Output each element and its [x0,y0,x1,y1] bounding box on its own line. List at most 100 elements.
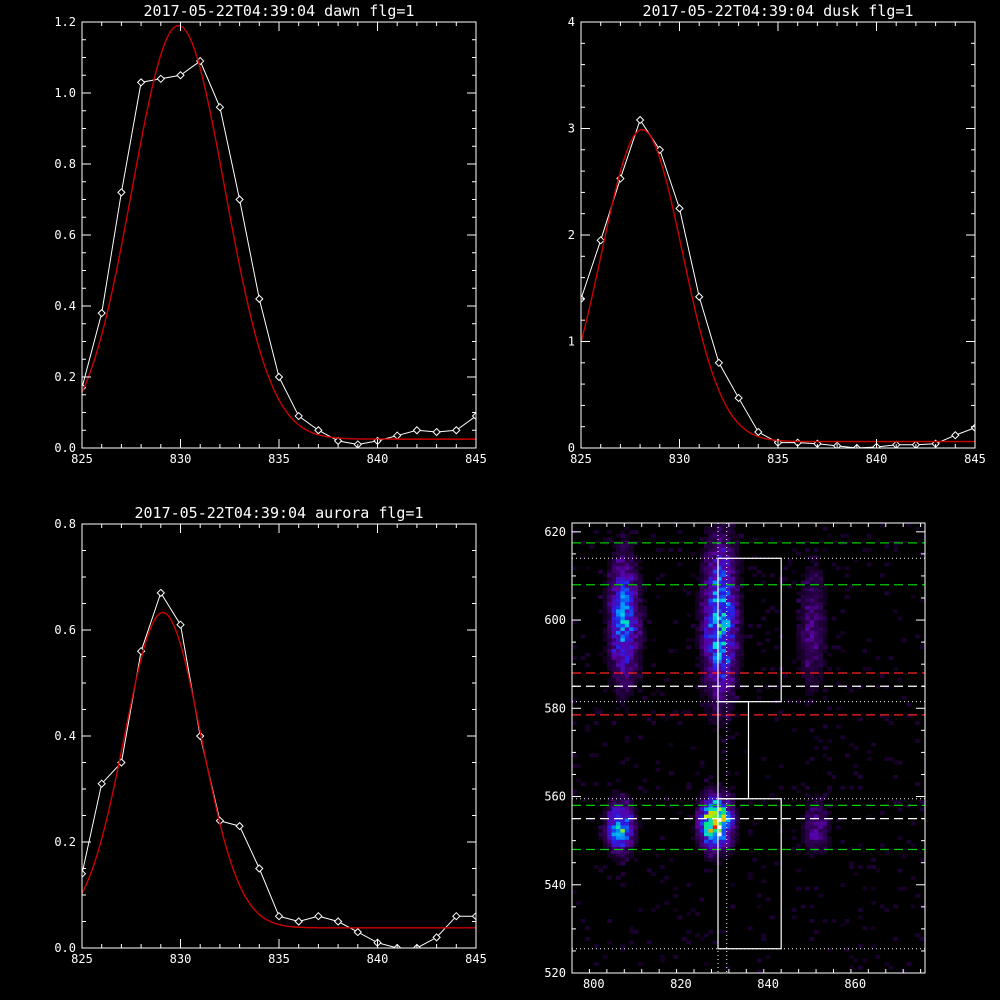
heatmap-cell [805,821,810,826]
heatmap-cell [822,620,828,625]
heatmap-cell [814,821,819,826]
heatmap-cell [708,789,714,794]
heatmap-cell [633,634,639,639]
heatmap-cell [734,839,740,844]
heatmap-cell [695,825,700,830]
data-point [255,864,264,873]
heatmap-cell [616,695,621,700]
heatmap-cell [814,886,819,891]
heatmap-cell [708,854,714,859]
heatmap-cell [695,598,700,603]
heatmap-cell [734,652,740,657]
heatmap-cell [598,609,604,614]
heatmap-cell [633,587,639,592]
heatmap-cell [739,634,744,639]
heatmap-cell [730,544,736,549]
data-point [117,188,126,197]
heatmap-cell [805,580,810,585]
heatmap-cell [708,605,714,610]
heatmap-cell [858,908,863,913]
heatmap-cell [919,645,925,650]
heatmap-cell [708,613,714,617]
heatmap-cell [642,616,648,621]
heatmap-cell [836,724,841,729]
heatmap-cell [814,645,819,650]
heatmap-cell [633,821,639,826]
heatmap-cell [704,825,709,830]
heatmap-cell [822,811,828,815]
heatmap-cell [598,814,604,819]
heatmap-cell [739,656,744,661]
heatmap-cell [708,584,714,589]
y-tick-label: 560 [544,790,566,804]
heatmap-cell [602,832,608,837]
heatmap-cell [814,595,819,599]
heatmap-cell [827,947,832,952]
heatmap-cell [620,645,626,650]
heatmap-cell [602,688,608,693]
heatmap-cell [721,641,727,646]
heatmap-cell [721,818,727,823]
heatmap-cell [818,577,824,581]
heatmap-cell [726,965,731,970]
heatmap-cell [858,717,863,722]
heatmap-cell [633,811,639,815]
heatmap-cell [708,832,714,837]
heatmap-cell [690,746,696,751]
heatmap-cell [761,757,766,761]
heatmap-cell [638,663,643,668]
heatmap-cell [734,580,740,585]
heatmap-cell [611,595,617,599]
heatmap-cell [827,706,832,711]
x-tick-label: 830 [170,952,192,966]
heatmap-cell [611,825,617,830]
heatmap-cell [704,587,709,592]
heatmap-cell [699,825,705,830]
y-tick-label: 0.2 [54,370,76,384]
heatmap-cell [730,659,736,664]
heatmap-cell [660,955,665,959]
heatmap-cell [717,814,722,819]
heatmap-cell [704,627,709,632]
heatmap-cell [712,713,718,718]
heatmap-cell [809,559,815,563]
heatmap-cell [734,677,740,682]
heatmap-cell [748,872,753,877]
heatmap-cell [668,857,674,862]
heatmap-cell [809,631,815,635]
heatmap-cell [726,577,731,581]
heatmap-cell [717,623,722,628]
heatmap-cell [730,685,736,689]
heatmap-cell [624,706,630,711]
heatmap-cell [730,706,736,711]
heatmap-cell [818,663,824,668]
heatmap-cell [818,591,824,596]
heatmap-cell [607,839,612,844]
heatmap-cell [831,919,837,923]
heatmap-cell [686,710,692,715]
heatmap-cell [717,533,722,538]
heatmap-cell [611,641,617,646]
heatmap-cell [642,645,648,650]
heatmap-cell [814,674,819,679]
heatmap-cell [616,649,621,653]
heatmap-cell [629,634,634,639]
heatmap-cell [708,710,714,715]
heatmap-cell [690,814,696,819]
heatmap-cell [774,717,780,722]
heatmap-cell [602,580,608,585]
heatmap-cell [726,821,731,826]
heatmap-cell [726,807,731,812]
heatmap-cell [708,857,714,862]
heatmap-cell [620,703,626,707]
heatmap-cell [607,681,612,686]
heatmap-cell [712,530,718,535]
heatmap-cell [805,699,810,704]
heatmap-cell [734,623,740,628]
heatmap-cell [827,818,832,823]
heatmap-cell [721,559,727,563]
heatmap-cell [726,728,731,733]
heatmap-cell [875,656,881,661]
heatmap-cell [770,537,775,542]
heatmap-cell [836,667,841,671]
